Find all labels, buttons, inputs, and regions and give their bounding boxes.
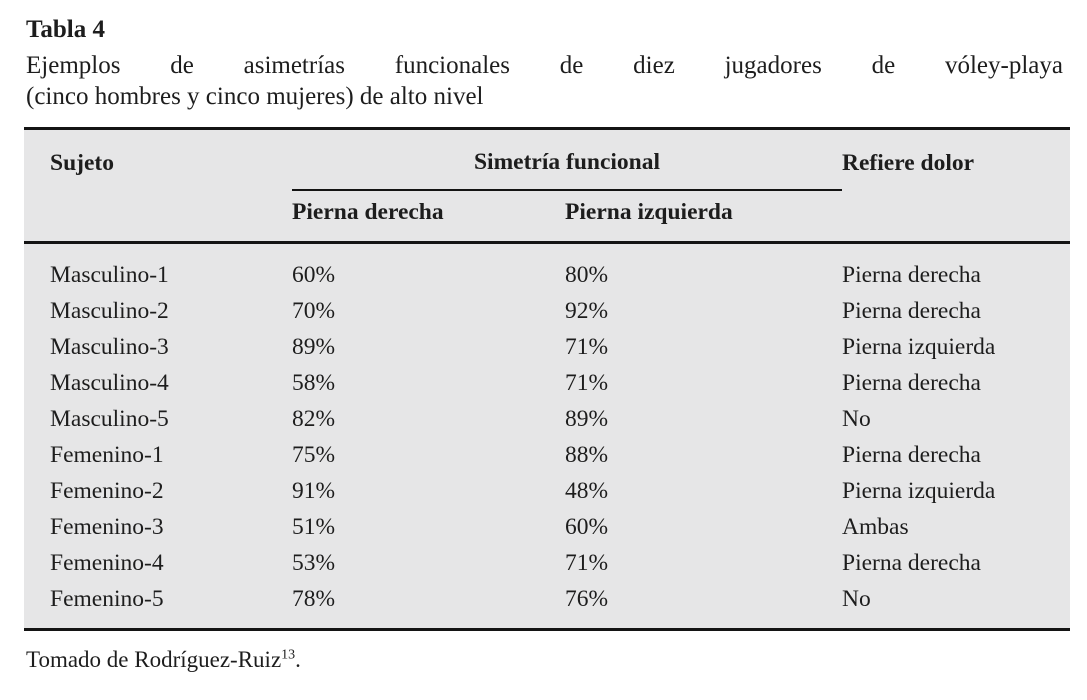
cell-right-leg: 89% (292, 334, 336, 360)
column-header-right-leg: Pierna derecha (292, 199, 444, 225)
cell-pain: Ambas (842, 514, 909, 540)
table-row: Femenino-4 53% 71% Pierna derecha (24, 545, 1070, 581)
cell-subject: Femenino-2 (50, 478, 164, 504)
cell-right-leg: 58% (292, 370, 336, 396)
cell-subject: Femenino-3 (50, 514, 164, 540)
cell-left-leg: 89% (565, 406, 609, 432)
cell-left-leg: 92% (565, 298, 609, 324)
cell-pain: Pierna izquierda (842, 334, 996, 360)
table-row: Femenino-2 91% 48% Pierna izquierda (24, 473, 1070, 509)
column-header-subject: Sujeto (50, 149, 114, 176)
asymmetry-table: Sujeto Simetría funcional Refiere dolor … (24, 127, 1071, 631)
table-title-block: Tabla 4 Ejemplos de asimetrías funcional… (26, 14, 1063, 112)
cell-pain: Pierna derecha (842, 370, 981, 396)
caption-line-1: Ejemplos de asimetrías funcionales de di… (26, 52, 1063, 79)
caption-line-2: (cinco hombres y cinco mujeres) de alto … (26, 83, 484, 110)
cell-left-leg: 88% (565, 442, 609, 468)
table-number-label: Tabla 4 (26, 16, 105, 43)
table-caption: Ejemplos de asimetrías funcionales de di… (26, 50, 1063, 112)
cell-left-leg: 60% (565, 514, 609, 540)
source-note-reference-mark: 13 (281, 647, 296, 663)
cell-left-leg: 76% (565, 586, 609, 612)
cell-subject: Femenino-4 (50, 550, 164, 576)
column-header-pain: Refiere dolor (842, 149, 975, 176)
table-row: Femenino-5 78% 76% No (24, 581, 1070, 630)
cell-right-leg: 53% (292, 550, 336, 576)
source-note: Tomado de Rodríguez-Ruiz13. (26, 646, 1087, 674)
table-row: Masculino-3 89% 71% Pierna izquierda (24, 329, 1070, 365)
source-note-period: . (295, 647, 301, 672)
cell-pain: Pierna izquierda (842, 478, 996, 504)
cell-left-leg: 80% (565, 262, 609, 288)
table-body: Masculino-1 60% 80% Pierna derecha Masculino… (24, 243, 1070, 630)
table-row: Masculino-4 58% 71% Pierna derecha (24, 365, 1070, 401)
cell-pain: Pierna derecha (842, 442, 981, 468)
cell-pain: Pierna derecha (842, 550, 981, 576)
cell-right-leg: 78% (292, 586, 336, 612)
column-group-functional-symmetry: Simetría funcional (292, 128, 843, 191)
cell-subject: Masculino-3 (50, 334, 169, 360)
cell-left-leg: 71% (565, 370, 609, 396)
cell-right-leg: 70% (292, 298, 336, 324)
header-group-row: Sujeto Simetría funcional Refiere dolor (24, 128, 1070, 191)
header-spacer-right (842, 190, 1070, 243)
source-note-text: Tomado de Rodríguez-Ruiz (26, 647, 282, 672)
header-sub-row: Pierna derecha Pierna izquierda (24, 190, 1070, 243)
cell-pain: No (842, 586, 871, 612)
cell-left-leg: 71% (565, 550, 609, 576)
cell-right-leg: 51% (292, 514, 336, 540)
cell-subject: Masculino-5 (50, 406, 169, 432)
cell-right-leg: 91% (292, 478, 336, 504)
table-row: Masculino-2 70% 92% Pierna derecha (24, 293, 1070, 329)
cell-pain: Pierna derecha (842, 262, 981, 288)
cell-left-leg: 48% (565, 478, 609, 504)
table-row: Femenino-1 75% 88% Pierna derecha (24, 437, 1070, 473)
table-row: Masculino-1 60% 80% Pierna derecha (24, 243, 1070, 294)
cell-subject: Masculino-2 (50, 298, 169, 324)
cell-subject: Masculino-1 (50, 262, 169, 288)
cell-subject: Femenino-1 (50, 442, 164, 468)
table-row: Femenino-3 51% 60% Ambas (24, 509, 1070, 545)
cell-right-leg: 75% (292, 442, 336, 468)
paper-page: Tabla 4 Ejemplos de asimetrías funcional… (24, 14, 1087, 674)
table-header: Sujeto Simetría funcional Refiere dolor … (24, 128, 1071, 243)
cell-left-leg: 71% (565, 334, 609, 360)
cell-pain: No (842, 406, 871, 432)
cell-pain: Pierna derecha (842, 298, 981, 324)
cell-right-leg: 60% (292, 262, 336, 288)
cell-subject: Masculino-4 (50, 370, 169, 396)
cell-subject: Femenino-5 (50, 586, 164, 612)
cell-right-leg: 82% (292, 406, 336, 432)
table-row: Masculino-5 82% 89% No (24, 401, 1070, 437)
header-spacer-left (24, 190, 292, 243)
column-header-left-leg: Pierna izquierda (565, 199, 733, 225)
